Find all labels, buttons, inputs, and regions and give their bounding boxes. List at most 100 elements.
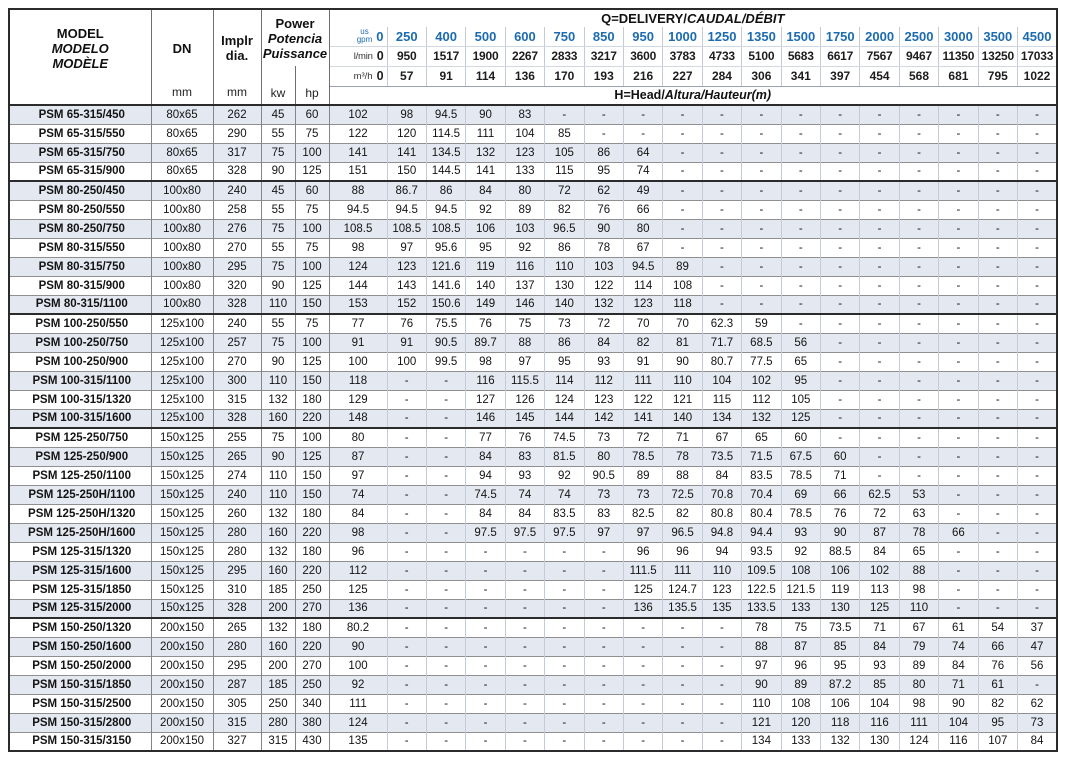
head-value-cell: 91 [386, 332, 427, 352]
kw-cell: 55 [261, 123, 296, 143]
lmin-value-cell: 3600 [622, 46, 663, 67]
head-value-cell: 87 [329, 446, 388, 466]
lmin-value-cell: 9467 [898, 46, 939, 67]
head-value-cell: 86.7 [386, 180, 427, 200]
h-title-plain: H=Head/ [614, 88, 665, 103]
dn-cell: 125x100 [151, 370, 214, 390]
head-value-cell: - [1017, 484, 1057, 504]
head-value-cell: 90 [938, 693, 979, 713]
head-value-cell: - [622, 617, 663, 637]
head-value-cell: 74 [622, 161, 663, 182]
head-value-cell: - [425, 389, 466, 409]
head-value-cell: - [898, 218, 939, 238]
head-value-cell: - [1017, 522, 1057, 542]
head-value-cell: 56 [780, 332, 821, 352]
head-value-cell: 49 [622, 180, 663, 200]
head-value-cell: - [701, 142, 742, 162]
head-value-cell: 135 [701, 598, 742, 619]
hp-cell: 60 [295, 180, 330, 200]
dn-cell: 200x150 [151, 655, 214, 675]
head-value-cell: - [938, 465, 979, 485]
head-value-cell: 111.5 [622, 560, 663, 580]
head-value-cell: - [583, 655, 624, 675]
head-value-cell: - [504, 579, 545, 599]
head-value-cell: 90 [819, 522, 860, 542]
head-value-cell: 150.6 [425, 294, 466, 315]
hp-cell: 125 [295, 275, 330, 295]
head-value-cell: - [1017, 541, 1057, 561]
head-value-cell: - [701, 712, 742, 732]
head-value-cell: 110 [662, 370, 703, 390]
head-value-cell: 95.6 [425, 237, 466, 257]
hp-cell: 75 [295, 199, 330, 219]
model-header-es: MODELO [51, 40, 109, 56]
head-value-cell: - [701, 256, 742, 276]
head-value-cell: 118 [662, 294, 703, 315]
dn-cell: 150x125 [151, 446, 214, 466]
head-value-cell: 59 [741, 313, 782, 333]
head-value-cell: - [898, 294, 939, 315]
head-value-cell: - [1017, 313, 1057, 333]
head-value-cell: 72 [859, 503, 900, 523]
head-value-cell: - [938, 446, 979, 466]
dia-cell: 240 [213, 180, 262, 200]
table-row: PSM 125-315/1600 150x125 295 160 220 112- - - - -… [9, 560, 1057, 580]
lmin-zero-value: 0 [376, 49, 384, 63]
head-value-cell: - [938, 104, 979, 124]
head-value-cell: 141 [622, 408, 663, 429]
model-cell: PSM 80-250/450 [9, 180, 152, 200]
head-value-cell: 74 [544, 484, 585, 504]
head-value-cell: - [741, 161, 782, 182]
kw-cell: 45 [261, 104, 296, 124]
head-value-cell: - [425, 484, 466, 504]
head-value-cell: - [465, 541, 506, 561]
hp-cell: 180 [295, 541, 330, 561]
gpm-value-cell: 250 [386, 27, 427, 47]
gpm-value-cell: 850 [583, 27, 624, 47]
head-value-cell: - [819, 408, 860, 429]
head-value-cell: 62 [583, 180, 624, 200]
kw-cell: 45 [261, 180, 296, 200]
hp-cell: 380 [295, 712, 330, 732]
head-value-cell: - [386, 712, 427, 732]
head-value-cell: 63 [898, 503, 939, 523]
head-value-cell: - [701, 275, 742, 295]
dia-cell: 300 [213, 370, 262, 390]
table-row: PSM 150-250/1600 200x150 280 160 220 90- - - - - -… [9, 636, 1057, 656]
dia-cell: 328 [213, 161, 262, 182]
table-row: PSM 150-250/1320 200x150 265 132 180 80.2- - - -… [9, 617, 1057, 637]
head-value-cell: - [977, 541, 1018, 561]
dia-cell: 328 [213, 408, 262, 429]
head-value-cell: - [977, 408, 1018, 429]
gpm-zero-value: 0 [376, 28, 384, 44]
head-value-cell: 60 [819, 446, 860, 466]
head-value-cell: 114 [622, 275, 663, 295]
dn-cell: 150x125 [151, 503, 214, 523]
model-cell: PSM 125-250H/1320 [9, 503, 152, 523]
head-value-cell: 130 [544, 275, 585, 295]
head-value-cell: 97 [386, 237, 427, 257]
head-value-cell: 141 [386, 142, 427, 162]
table-row: PSM 125-315/2000 150x125 328 200 270 136- - - - -… [9, 598, 1057, 619]
lmin-value-cell: 950 [386, 46, 427, 67]
hp-cell: 75 [295, 313, 330, 333]
model-cell: PSM 125-315/2000 [9, 598, 152, 619]
head-value-cell: - [938, 579, 979, 599]
head-value-cell: 84 [465, 503, 506, 523]
head-value-cell: 66 [622, 199, 663, 219]
table-row: PSM 100-315/1320 125x100 315 132 180 129- -127… [9, 389, 1057, 409]
lmin-value-cell: 11350 [938, 46, 979, 67]
head-value-cell: 67 [701, 427, 742, 447]
head-value-cell: 135.5 [662, 598, 703, 619]
head-value-cell: - [386, 503, 427, 523]
head-value-cell: - [977, 598, 1018, 619]
head-value-cell: 96 [329, 541, 388, 561]
table-body: PSM 65-315/450 80x65 262 45 60 102 98 94.5 90 83-… [9, 104, 1057, 752]
head-value-cell: - [741, 104, 782, 124]
head-value-cell: 82 [977, 693, 1018, 713]
head-value-cell: 37 [1017, 617, 1057, 637]
dn-header-label: DN [172, 40, 192, 56]
dia-cell: 280 [213, 541, 262, 561]
head-value-cell: 67.5 [780, 446, 821, 466]
head-value-cell: 73 [583, 484, 624, 504]
